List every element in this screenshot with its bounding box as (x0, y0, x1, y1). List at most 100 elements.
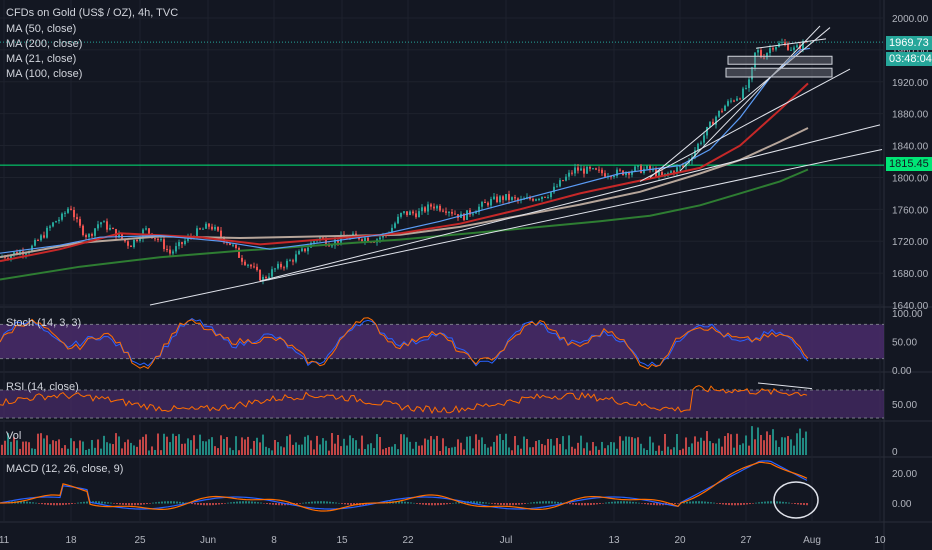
volume-bar (505, 433, 507, 455)
stoch-k-line (0, 318, 809, 367)
macd-histogram-bar (644, 503, 646, 505)
candle-body (499, 196, 501, 203)
macd-histogram-bar (311, 501, 313, 504)
macd-histogram-bar (212, 503, 214, 506)
volume-bar (727, 433, 729, 455)
volume-bar (358, 448, 360, 455)
macd-histogram-bar (347, 503, 349, 505)
volume-bar (223, 439, 225, 455)
macd-histogram-bar (233, 501, 235, 504)
candle-body (211, 226, 213, 230)
volume-bar (40, 433, 42, 455)
trendline (755, 38, 827, 49)
volume-bar (412, 448, 414, 455)
volume-bar (643, 448, 645, 455)
macd-histogram-bar (749, 503, 751, 505)
candle-body (409, 211, 411, 216)
candle-body (88, 234, 90, 238)
volume-bar (94, 447, 96, 455)
volume-bar (76, 448, 78, 455)
candle-body (91, 234, 93, 236)
trendline (649, 27, 831, 178)
volume-bar (499, 433, 501, 455)
macd-histogram-bar (626, 501, 628, 504)
candle-body (505, 194, 507, 200)
candle-body (712, 121, 714, 125)
x-tick-label: Jun (200, 535, 216, 546)
stoch-tick-label: 50.00 (892, 338, 917, 349)
volume-bar (88, 448, 90, 455)
volume-bar (745, 435, 747, 455)
volume-bar (259, 442, 261, 455)
candle-body (490, 199, 492, 206)
macd-histogram-bar (479, 501, 481, 504)
volume-bar (430, 436, 432, 455)
macd-histogram-bar (86, 501, 88, 504)
candle-body (511, 197, 513, 200)
volume-bar (631, 437, 633, 455)
volume-bar (337, 434, 339, 455)
macd-histogram-bar (353, 503, 355, 506)
candle-body (205, 223, 207, 229)
volume-bar (331, 433, 333, 455)
volume-bar (16, 440, 18, 455)
macd-histogram-bar (506, 503, 508, 506)
volume-bar (709, 441, 711, 455)
macd-histogram-bar (50, 503, 52, 506)
volume-bar (91, 440, 93, 455)
candle-body (619, 169, 621, 171)
volume-bar (193, 435, 195, 455)
volume-bar (439, 450, 441, 455)
volume-bar (478, 439, 480, 455)
candle-body (544, 196, 546, 198)
candle-body (418, 211, 420, 218)
range-rectangle (725, 67, 833, 78)
candle-body (427, 204, 429, 212)
macd-histogram-bar (128, 503, 130, 506)
volume-bar (241, 437, 243, 455)
candle-body (739, 98, 741, 100)
rsi-divergence-line (757, 382, 813, 390)
candle-body (634, 166, 636, 172)
volume-bar (307, 435, 309, 455)
volume-bar (262, 434, 264, 455)
macd-histogram-bar (83, 501, 85, 504)
macd-histogram-bar (683, 502, 685, 504)
volume-bar (805, 431, 807, 455)
candle-body (421, 207, 423, 212)
y-tick-label: 2000.00 (892, 14, 929, 25)
volume-bar (646, 449, 648, 455)
volume-bar (205, 441, 207, 455)
volume-bar (133, 445, 135, 455)
volume-bar (736, 433, 738, 455)
volume-bar (148, 450, 150, 455)
macd-histogram-bar (95, 501, 97, 504)
candle-body (670, 171, 672, 173)
macd-histogram-bar (674, 503, 676, 505)
macd-histogram-bar (638, 502, 640, 504)
candle-body (658, 172, 660, 177)
volume-bar (526, 439, 528, 455)
volume-bar (400, 434, 402, 455)
macd-histogram-bar (692, 501, 694, 504)
volume-bar (379, 437, 381, 455)
volume-bar (790, 439, 792, 455)
volume-bar (601, 441, 603, 455)
last-price-tag: 1969.73 (886, 36, 932, 50)
x-tick-label: 20 (674, 535, 686, 546)
volume-bar (334, 443, 336, 455)
volume-bar (340, 446, 342, 455)
candle-body (157, 238, 159, 241)
macd-histogram-bar (491, 503, 493, 504)
volume-bar (508, 447, 510, 455)
volume-bar (208, 439, 210, 455)
macd-histogram-bar (134, 503, 136, 506)
volume-bar (220, 435, 222, 455)
candle-body (34, 240, 36, 246)
volume-bar (73, 441, 75, 455)
volume-bar (691, 443, 693, 455)
volume-bar (352, 438, 354, 455)
x-tick-label: 22 (402, 535, 414, 546)
volume-bar (415, 441, 417, 455)
volume-bar (571, 446, 573, 455)
